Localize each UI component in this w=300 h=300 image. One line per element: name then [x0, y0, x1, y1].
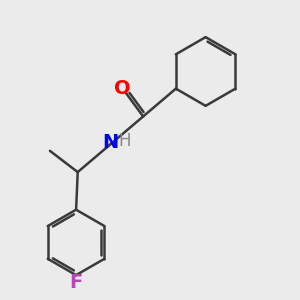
Text: F: F: [70, 273, 83, 292]
Text: O: O: [114, 79, 131, 98]
Text: H: H: [118, 132, 130, 150]
Text: N: N: [102, 133, 119, 152]
